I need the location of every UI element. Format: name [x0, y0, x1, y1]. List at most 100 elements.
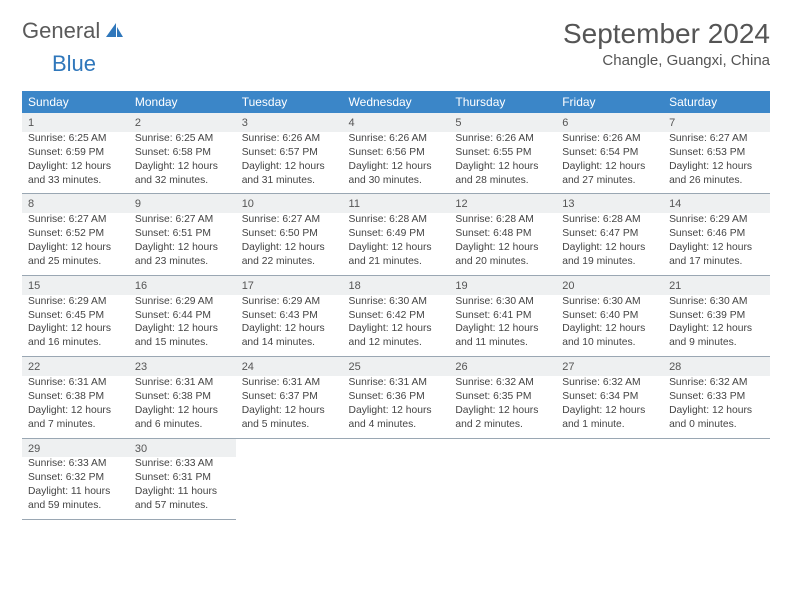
weekday-header: Tuesday: [236, 91, 343, 113]
day-body: Sunrise: 6:28 AMSunset: 6:49 PMDaylight:…: [343, 213, 450, 275]
sunset-text: Sunset: 6:45 PM: [28, 309, 123, 323]
daylight-text-2: and 5 minutes.: [242, 418, 337, 432]
brand-word-2: Blue: [52, 51, 96, 76]
sunrise-text: Sunrise: 6:26 AM: [242, 132, 337, 146]
day-cell: 2Sunrise: 6:25 AMSunset: 6:58 PMDaylight…: [129, 113, 236, 194]
calendar-body: 1Sunrise: 6:25 AMSunset: 6:59 PMDaylight…: [22, 113, 770, 520]
day-body: Sunrise: 6:32 AMSunset: 6:33 PMDaylight:…: [663, 376, 770, 438]
sunset-text: Sunset: 6:40 PM: [562, 309, 657, 323]
day-number: 1: [22, 113, 129, 132]
daylight-text-2: and 19 minutes.: [562, 255, 657, 269]
daylight-text-1: Daylight: 12 hours: [562, 241, 657, 255]
daylight-text-1: Daylight: 12 hours: [349, 241, 444, 255]
day-number: 20: [556, 276, 663, 295]
daylight-text-2: and 28 minutes.: [455, 174, 550, 188]
title-block: September 2024 Changle, Guangxi, China: [563, 18, 770, 69]
day-body: Sunrise: 6:33 AMSunset: 6:31 PMDaylight:…: [129, 457, 236, 519]
sunrise-text: Sunrise: 6:30 AM: [562, 295, 657, 309]
sunset-text: Sunset: 6:47 PM: [562, 227, 657, 241]
day-cell: 28Sunrise: 6:32 AMSunset: 6:33 PMDayligh…: [663, 357, 770, 438]
day-body: Sunrise: 6:26 AMSunset: 6:56 PMDaylight:…: [343, 132, 450, 194]
sunrise-text: Sunrise: 6:32 AM: [562, 376, 657, 390]
day-body: Sunrise: 6:27 AMSunset: 6:50 PMDaylight:…: [236, 213, 343, 275]
day-cell: 1Sunrise: 6:25 AMSunset: 6:59 PMDaylight…: [22, 113, 129, 194]
daylight-text-1: Daylight: 12 hours: [349, 160, 444, 174]
day-cell: 3Sunrise: 6:26 AMSunset: 6:57 PMDaylight…: [236, 113, 343, 194]
daylight-text-1: Daylight: 12 hours: [135, 322, 230, 336]
day-cell: 14Sunrise: 6:29 AMSunset: 6:46 PMDayligh…: [663, 194, 770, 275]
day-cell: 29Sunrise: 6:33 AMSunset: 6:32 PMDayligh…: [22, 438, 129, 519]
day-cell: 6Sunrise: 6:26 AMSunset: 6:54 PMDaylight…: [556, 113, 663, 194]
sunset-text: Sunset: 6:35 PM: [455, 390, 550, 404]
sunrise-text: Sunrise: 6:31 AM: [28, 376, 123, 390]
day-cell: 20Sunrise: 6:30 AMSunset: 6:40 PMDayligh…: [556, 275, 663, 356]
sunrise-text: Sunrise: 6:31 AM: [349, 376, 444, 390]
sunset-text: Sunset: 6:48 PM: [455, 227, 550, 241]
day-number: 30: [129, 439, 236, 458]
weekday-header: Wednesday: [343, 91, 450, 113]
sunset-text: Sunset: 6:50 PM: [242, 227, 337, 241]
daylight-text-2: and 9 minutes.: [669, 336, 764, 350]
daylight-text-2: and 6 minutes.: [135, 418, 230, 432]
day-body: Sunrise: 6:31 AMSunset: 6:37 PMDaylight:…: [236, 376, 343, 438]
sunrise-text: Sunrise: 6:30 AM: [349, 295, 444, 309]
day-body: Sunrise: 6:31 AMSunset: 6:38 PMDaylight:…: [129, 376, 236, 438]
day-cell: 25Sunrise: 6:31 AMSunset: 6:36 PMDayligh…: [343, 357, 450, 438]
day-number: 23: [129, 357, 236, 376]
daylight-text-1: Daylight: 12 hours: [562, 160, 657, 174]
daylight-text-2: and 57 minutes.: [135, 499, 230, 513]
sunrise-text: Sunrise: 6:29 AM: [669, 213, 764, 227]
sunset-text: Sunset: 6:52 PM: [28, 227, 123, 241]
day-cell: 18Sunrise: 6:30 AMSunset: 6:42 PMDayligh…: [343, 275, 450, 356]
day-number: 18: [343, 276, 450, 295]
sunrise-text: Sunrise: 6:27 AM: [242, 213, 337, 227]
sunrise-text: Sunrise: 6:28 AM: [455, 213, 550, 227]
day-cell: 8Sunrise: 6:27 AMSunset: 6:52 PMDaylight…: [22, 194, 129, 275]
sunset-text: Sunset: 6:55 PM: [455, 146, 550, 160]
sunset-text: Sunset: 6:33 PM: [669, 390, 764, 404]
day-body: Sunrise: 6:28 AMSunset: 6:48 PMDaylight:…: [449, 213, 556, 275]
day-number: 17: [236, 276, 343, 295]
day-number: 5: [449, 113, 556, 132]
empty-cell: [449, 438, 556, 519]
day-body: Sunrise: 6:32 AMSunset: 6:34 PMDaylight:…: [556, 376, 663, 438]
sunset-text: Sunset: 6:39 PM: [669, 309, 764, 323]
day-cell: 13Sunrise: 6:28 AMSunset: 6:47 PMDayligh…: [556, 194, 663, 275]
day-number: 15: [22, 276, 129, 295]
day-number: 16: [129, 276, 236, 295]
daylight-text-1: Daylight: 12 hours: [28, 322, 123, 336]
day-cell: 24Sunrise: 6:31 AMSunset: 6:37 PMDayligh…: [236, 357, 343, 438]
day-cell: 30Sunrise: 6:33 AMSunset: 6:31 PMDayligh…: [129, 438, 236, 519]
daylight-text-2: and 17 minutes.: [669, 255, 764, 269]
day-number: 12: [449, 194, 556, 213]
daylight-text-2: and 20 minutes.: [455, 255, 550, 269]
daylight-text-1: Daylight: 12 hours: [349, 404, 444, 418]
day-number: 3: [236, 113, 343, 132]
daylight-text-2: and 0 minutes.: [669, 418, 764, 432]
day-body: Sunrise: 6:30 AMSunset: 6:40 PMDaylight:…: [556, 295, 663, 357]
calendar-page: General September 2024 Changle, Guangxi,…: [0, 0, 792, 538]
sunrise-text: Sunrise: 6:30 AM: [669, 295, 764, 309]
daylight-text-2: and 22 minutes.: [242, 255, 337, 269]
sunset-text: Sunset: 6:56 PM: [349, 146, 444, 160]
day-body: Sunrise: 6:29 AMSunset: 6:44 PMDaylight:…: [129, 295, 236, 357]
calendar-row: 15Sunrise: 6:29 AMSunset: 6:45 PMDayligh…: [22, 275, 770, 356]
daylight-text-2: and 4 minutes.: [349, 418, 444, 432]
day-body: Sunrise: 6:30 AMSunset: 6:41 PMDaylight:…: [449, 295, 556, 357]
daylight-text-1: Daylight: 12 hours: [28, 404, 123, 418]
day-body: Sunrise: 6:26 AMSunset: 6:57 PMDaylight:…: [236, 132, 343, 194]
daylight-text-2: and 10 minutes.: [562, 336, 657, 350]
daylight-text-1: Daylight: 12 hours: [669, 241, 764, 255]
sunset-text: Sunset: 6:53 PM: [669, 146, 764, 160]
day-number: 26: [449, 357, 556, 376]
daylight-text-2: and 27 minutes.: [562, 174, 657, 188]
weekday-header: Monday: [129, 91, 236, 113]
daylight-text-2: and 32 minutes.: [135, 174, 230, 188]
day-number: 8: [22, 194, 129, 213]
day-body: Sunrise: 6:27 AMSunset: 6:53 PMDaylight:…: [663, 132, 770, 194]
sunset-text: Sunset: 6:54 PM: [562, 146, 657, 160]
day-body: Sunrise: 6:29 AMSunset: 6:45 PMDaylight:…: [22, 295, 129, 357]
day-number: 29: [22, 439, 129, 458]
day-cell: 21Sunrise: 6:30 AMSunset: 6:39 PMDayligh…: [663, 275, 770, 356]
daylight-text-1: Daylight: 12 hours: [242, 404, 337, 418]
